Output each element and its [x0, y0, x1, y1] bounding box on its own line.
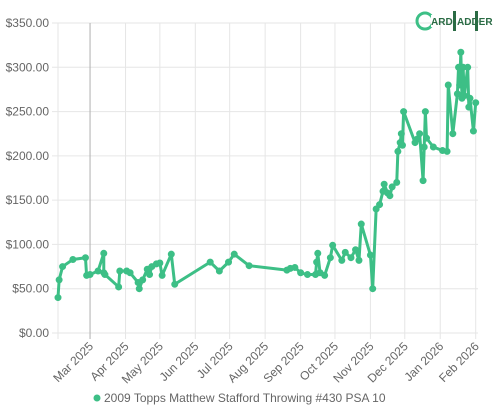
- y-tick-label: $150.00: [6, 193, 50, 207]
- data-point: [215, 267, 223, 275]
- data-point: [115, 283, 123, 291]
- data-point: [355, 256, 363, 264]
- data-point: [171, 280, 179, 288]
- legend-label: 2009 Topps Matthew Stafford Throwing #43…: [104, 391, 386, 405]
- logo-card-text: ARD: [431, 17, 453, 28]
- data-point: [321, 271, 329, 279]
- y-tick-label: $200.00: [6, 149, 50, 163]
- data-point: [420, 143, 428, 151]
- data-point: [400, 108, 408, 116]
- data-point: [69, 255, 77, 263]
- data-point: [449, 130, 457, 138]
- data-point: [126, 269, 134, 277]
- data-point: [466, 94, 474, 102]
- data-point: [158, 271, 166, 279]
- data-point: [372, 205, 380, 213]
- data-point: [59, 263, 67, 271]
- data-point: [225, 258, 233, 266]
- data-point: [388, 183, 396, 191]
- data-point: [314, 249, 322, 257]
- series-line: [56, 50, 478, 300]
- data-point: [116, 267, 124, 275]
- data-point: [245, 262, 253, 270]
- data-point: [398, 141, 406, 149]
- data-point: [329, 241, 337, 249]
- x-tick-label: Mar 2025: [50, 339, 96, 385]
- data-point: [457, 48, 465, 56]
- data-point: [167, 250, 175, 258]
- data-point: [86, 271, 94, 279]
- data-point: [146, 271, 154, 279]
- data-point: [303, 271, 311, 279]
- y-tick-label: $250.00: [6, 105, 50, 119]
- grid-layer: [52, 22, 478, 339]
- data-point: [369, 285, 377, 293]
- data-point: [443, 147, 451, 155]
- data-point: [472, 99, 480, 107]
- data-point: [341, 248, 349, 256]
- logo-ladder-rail-right: [475, 11, 478, 31]
- logo-ladder-text: ADDER: [457, 17, 493, 28]
- series-layer: [54, 48, 480, 302]
- data-point: [338, 256, 346, 264]
- data-point: [444, 81, 452, 89]
- data-point: [101, 271, 109, 279]
- data-point: [469, 127, 477, 135]
- logo-c-gap: [431, 15, 437, 27]
- data-point: [453, 90, 461, 98]
- data-point: [464, 63, 472, 71]
- data-point: [139, 276, 147, 284]
- data-point: [465, 103, 473, 111]
- data-point: [54, 294, 62, 302]
- data-point: [386, 192, 394, 200]
- data-point: [456, 81, 464, 89]
- data-point: [291, 263, 299, 271]
- y-tick-label: $350.00: [6, 16, 50, 30]
- legend[interactable]: 2009 Topps Matthew Stafford Throwing #43…: [93, 391, 386, 405]
- data-point: [460, 92, 468, 100]
- data-point: [352, 246, 360, 254]
- data-point: [397, 130, 405, 138]
- data-point: [326, 254, 334, 262]
- data-point: [416, 130, 424, 138]
- data-point: [376, 201, 384, 209]
- data-point: [313, 258, 321, 266]
- x-tick-label: Jun 2025: [157, 339, 202, 384]
- data-point: [357, 220, 365, 228]
- data-point: [380, 180, 388, 188]
- data-point: [135, 285, 143, 293]
- logo-ladder-rail-left: [453, 11, 456, 31]
- y-tick-label: $100.00: [6, 237, 50, 251]
- card-ladder-logo: ARD ADDER: [415, 11, 493, 31]
- data-point: [297, 269, 305, 277]
- data-point: [393, 178, 401, 186]
- y-axis: $0.00 $50.00 $100.00 $150.00 $200.00 $250.00 $…: [6, 16, 50, 340]
- data-point: [206, 258, 214, 266]
- data-point: [230, 250, 238, 258]
- data-point: [429, 143, 437, 151]
- data-point: [94, 267, 102, 275]
- data-point: [421, 108, 429, 116]
- data-point: [394, 147, 402, 155]
- y-tick-label: $50.00: [12, 282, 49, 296]
- data-point: [156, 259, 164, 267]
- data-point: [81, 254, 89, 262]
- y-tick-label: $300.00: [6, 60, 50, 74]
- data-point: [100, 249, 108, 257]
- data-point: [55, 276, 63, 284]
- data-point: [347, 254, 355, 262]
- legend-swatch: [93, 394, 101, 402]
- data-point: [423, 134, 430, 142]
- data-point: [366, 251, 374, 259]
- data-point: [419, 177, 427, 185]
- y-tick-label: $0.00: [19, 326, 49, 340]
